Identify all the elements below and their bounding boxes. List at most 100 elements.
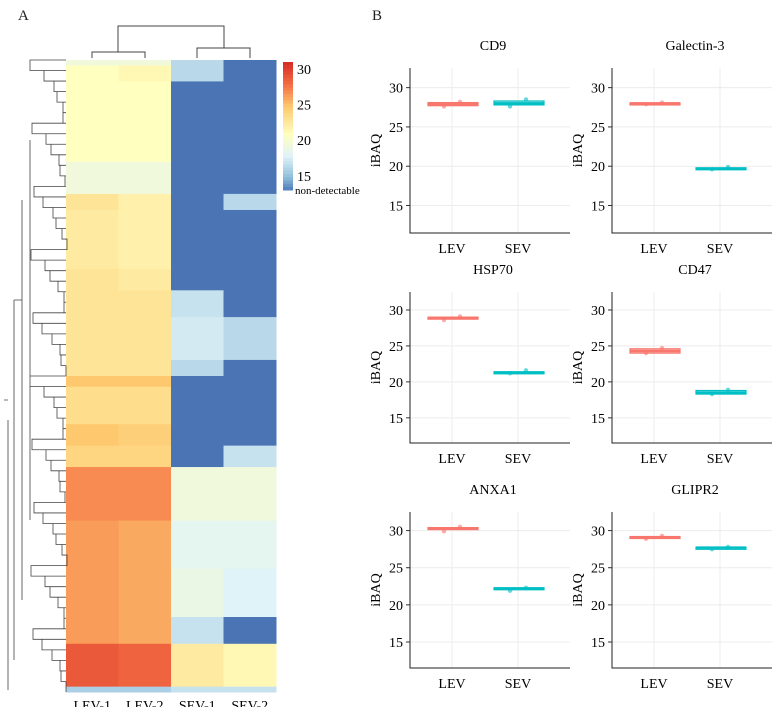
heatmap-cell xyxy=(66,359,119,377)
data-point xyxy=(507,104,513,109)
heatmap-cell xyxy=(118,209,172,270)
y-tick-label: 15 xyxy=(591,636,605,651)
heatmap-cell xyxy=(66,424,119,447)
panel-title: Galectin-3 xyxy=(665,39,724,54)
colorbar-segment xyxy=(283,183,293,188)
colorbar-segment xyxy=(283,84,293,89)
heatmap-cell xyxy=(171,686,224,693)
y-tick-label: 20 xyxy=(389,599,403,614)
heatmap-chart: LEV-1 LEV-2 SEV-1 SEV-2 30 25 20 15non-detectab… xyxy=(4,25,360,707)
heatmap-cell xyxy=(223,65,277,82)
y-tick-label: 30 xyxy=(389,525,403,540)
y-tick-label: 25 xyxy=(389,340,403,355)
colorbar-segment xyxy=(283,154,293,159)
y-tick-label: 25 xyxy=(389,562,403,577)
panel-title: ANXA1 xyxy=(469,483,516,498)
heatmap-cell xyxy=(66,686,119,693)
colorbar-segment xyxy=(283,138,293,143)
heatmap-cell xyxy=(223,617,277,645)
colorbar-segment xyxy=(283,87,293,92)
heatmap-cell xyxy=(223,161,277,195)
colorbar-segment xyxy=(283,71,293,76)
colorbar-segment xyxy=(283,161,293,165)
heatmap-cell xyxy=(171,268,224,291)
heatmap-cell xyxy=(118,317,172,361)
heatmap-cell xyxy=(66,467,119,522)
heatmap-cell xyxy=(171,520,224,570)
heatmap-cell xyxy=(171,376,224,388)
y-tick-label: 15 xyxy=(389,636,403,651)
x-tick-label: SEV xyxy=(505,452,531,467)
heatmap-cell xyxy=(223,268,277,291)
data-point xyxy=(441,317,447,323)
colorbar-segment xyxy=(283,164,293,169)
axis-lines xyxy=(409,292,570,444)
boxplot-panel: CD9 15 20 25 30 iBAQ LEV SEV xyxy=(369,39,570,257)
colorbar-segment xyxy=(283,65,293,69)
y-tick-label: 30 xyxy=(389,82,403,97)
boxplot-panel: Galectin-3 15 20 25 30 iBAQ LEV SEV xyxy=(571,39,772,257)
colorbar-tick-label: 25 xyxy=(297,99,311,114)
x-tick-label: LEV xyxy=(438,242,465,257)
data-point xyxy=(643,101,649,107)
x-tick-label: SEV xyxy=(707,242,733,257)
colorbar-segment xyxy=(283,62,293,66)
data-point xyxy=(643,350,649,356)
heatmap-cell xyxy=(171,445,224,468)
column-dendrogram xyxy=(91,25,251,58)
panel-title: CD47 xyxy=(678,263,711,278)
colorbar-segment xyxy=(283,132,293,137)
data-point xyxy=(457,99,463,104)
colorbar-segment xyxy=(283,174,293,178)
heatmap-cell xyxy=(66,617,119,645)
colorbar-segment xyxy=(283,110,293,114)
heatmap-cell xyxy=(223,317,277,361)
data-point xyxy=(659,100,665,105)
y-tick-label: 25 xyxy=(389,121,403,136)
heatmap-cell xyxy=(171,209,224,270)
y-tick-label: 25 xyxy=(591,562,605,577)
heatmap-cell xyxy=(171,81,224,163)
heatmap-cell xyxy=(223,643,277,688)
colorbar-segment xyxy=(283,158,293,162)
heatmap-cell xyxy=(118,290,172,318)
data-point xyxy=(643,536,649,541)
y-tick-label: 15 xyxy=(591,200,605,215)
heatmap-cell xyxy=(223,376,277,388)
y-tick-label: 20 xyxy=(591,376,605,391)
heatmap-cell xyxy=(223,520,277,570)
heatmap-cell xyxy=(223,445,277,468)
heatmap-cell xyxy=(66,317,119,361)
colorbar-segment xyxy=(283,78,293,82)
heatmap-cell xyxy=(66,568,119,618)
colorbar-segment xyxy=(283,94,293,98)
y-tick-label: 15 xyxy=(591,412,605,427)
heatmap-cell xyxy=(223,209,277,270)
axis-lines xyxy=(409,512,570,669)
heatmap-cell xyxy=(66,65,119,82)
axis-lines xyxy=(611,68,772,234)
panel-title: GLIPR2 xyxy=(671,483,718,498)
heatmap-cell xyxy=(118,568,172,618)
axis-lines xyxy=(611,512,772,669)
colorbar-segment xyxy=(283,106,293,111)
colorbar-segment xyxy=(283,113,293,117)
y-axis-label: iBAQ xyxy=(369,573,384,606)
colorbar-segment xyxy=(283,74,293,79)
heatmap-cell xyxy=(171,424,224,447)
heatmap-cell xyxy=(66,268,119,291)
panel-label-b: B xyxy=(372,8,383,24)
colorbar-segment xyxy=(283,148,293,153)
colorbar-segment xyxy=(283,186,293,191)
heatmap-cell xyxy=(118,161,172,195)
heatmap-cell xyxy=(171,290,224,318)
y-tick-label: 20 xyxy=(591,599,605,614)
y-tick-label: 25 xyxy=(591,340,605,355)
heatmap-cell xyxy=(223,60,277,66)
boxplot-grid: CD9 15 20 25 30 iBAQ LEV SEV Galectin-3 15 20 25 30 i… xyxy=(369,39,772,692)
heatmap-cell xyxy=(66,643,119,688)
heatmap-cell xyxy=(171,617,224,645)
x-tick-label: LEV xyxy=(640,452,667,467)
data-point xyxy=(457,524,463,530)
heatmap-cell xyxy=(66,290,119,318)
